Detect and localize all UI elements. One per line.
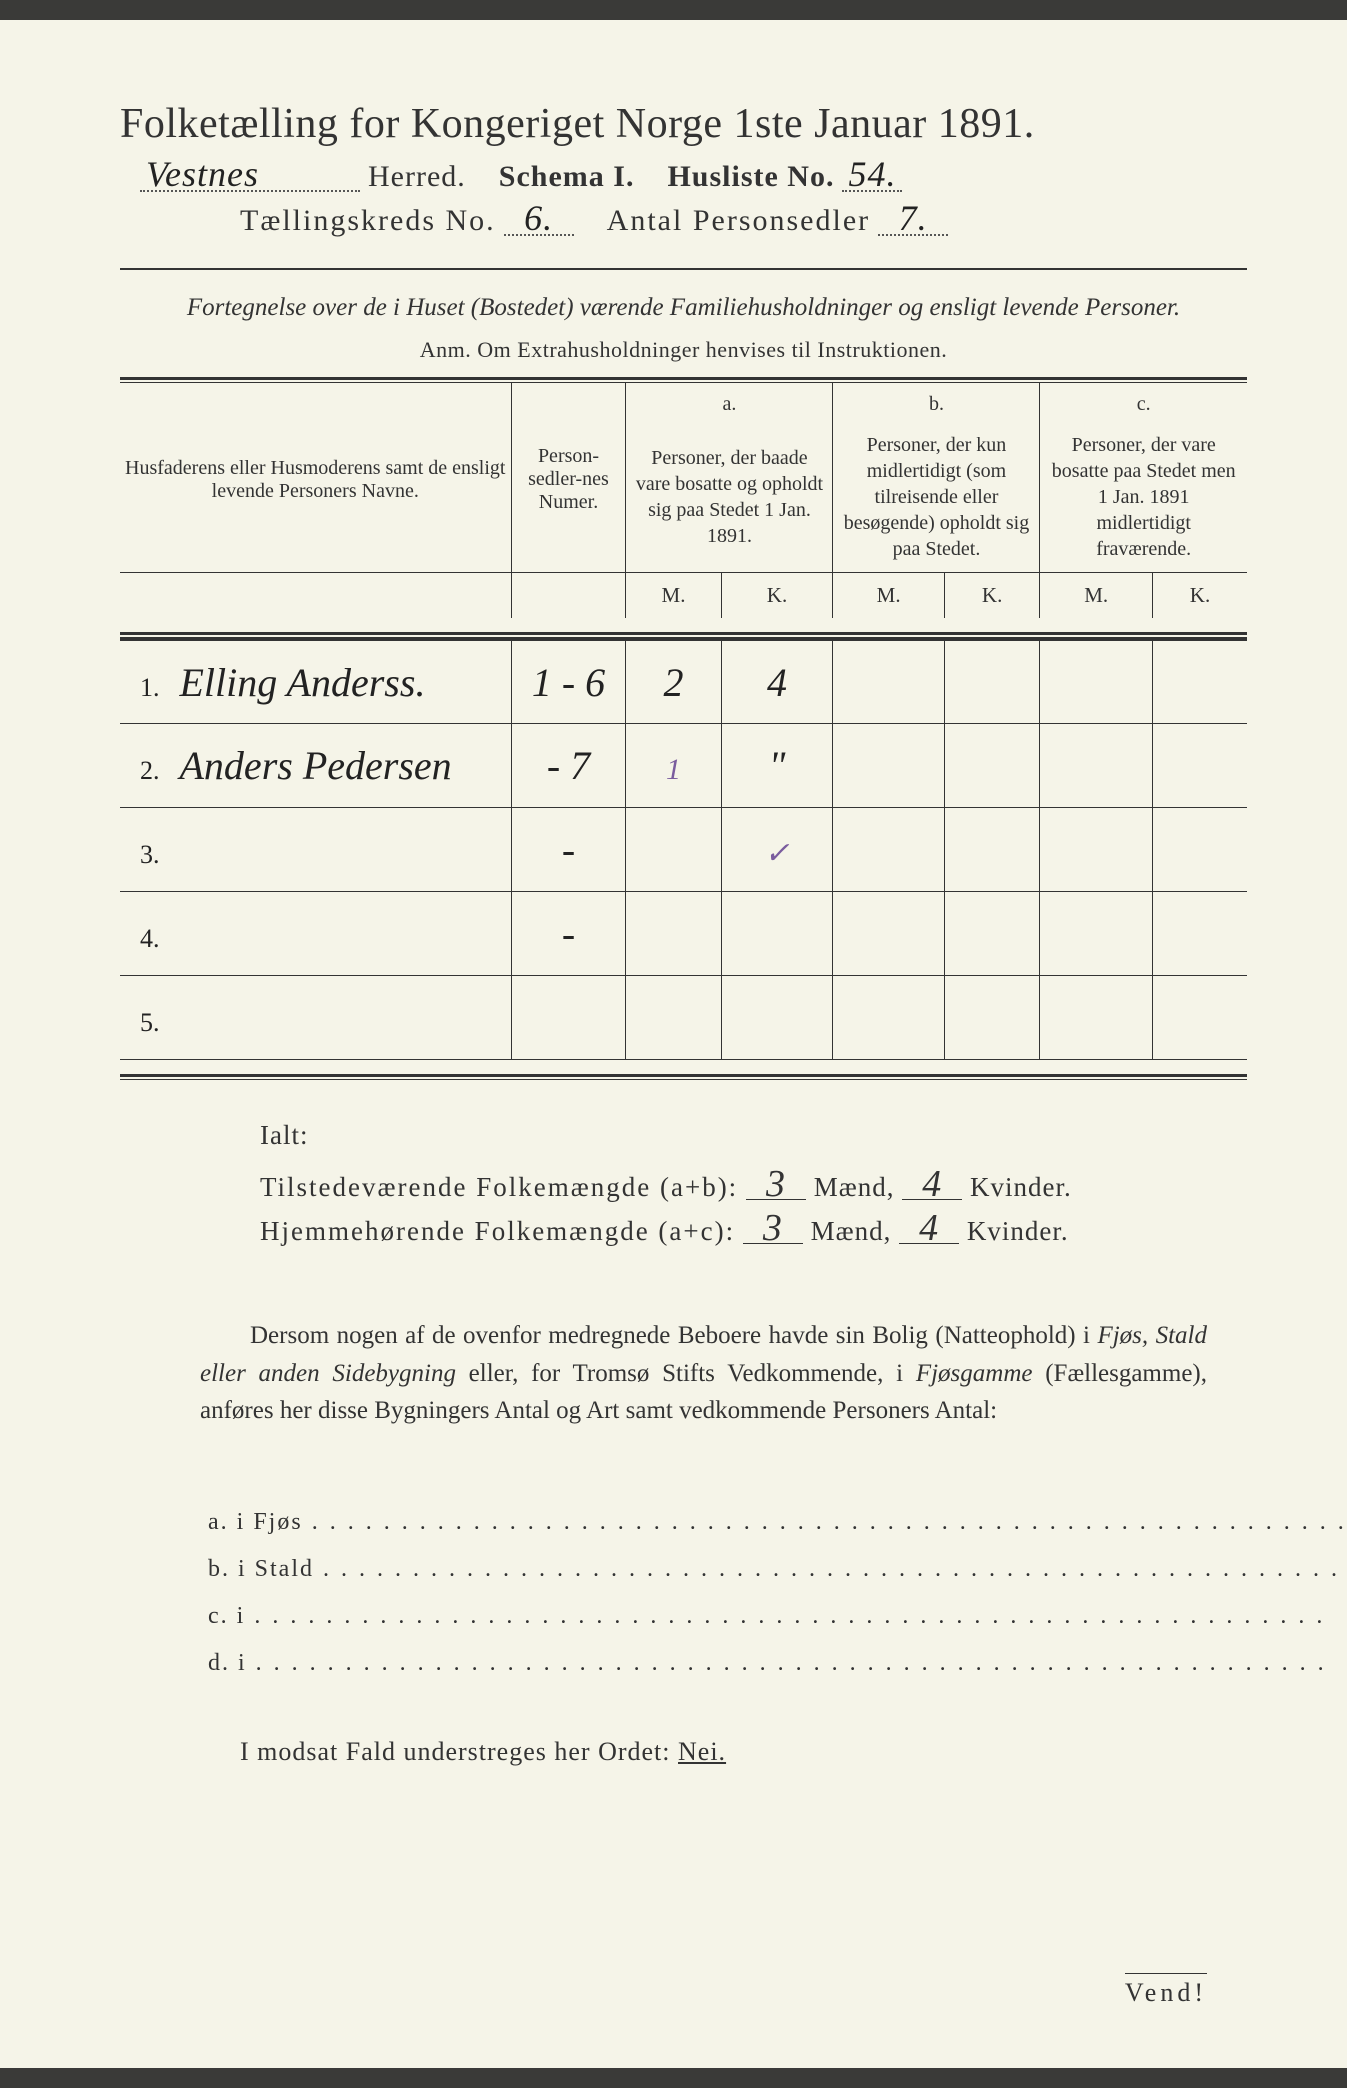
table-top-rule — [120, 377, 1247, 383]
table-row: 2.Anders Pedersen - 7 1 " — [120, 724, 1247, 808]
kreds-label: Tællingskreds No. — [240, 204, 496, 238]
outbuilding-table: Mænd. Kvinder. a. i Fjøs b. i Stald c. i… — [200, 1460, 1347, 1688]
page-title: Folketælling for Kongeriget Norge 1ste J… — [120, 100, 1247, 148]
kreds-value: 6. — [504, 202, 574, 236]
col-names-header: Husfaderens eller Husmoderens samt de en… — [120, 383, 511, 573]
col-a-k: K. — [721, 573, 833, 619]
nei-line: I modsat Fald understreges her Ordet: Ne… — [240, 1737, 1247, 1767]
col-b-m: M. — [833, 573, 944, 619]
divider — [120, 268, 1247, 270]
col-c-k: K. — [1152, 573, 1247, 619]
totals-block: Ialt: Tilstedeværende Folkemængde (a+b):… — [260, 1120, 1247, 1247]
table-row: 5. — [120, 976, 1247, 1060]
col-a-label: a. — [626, 383, 833, 422]
outbuilding-row: a. i Fjøs — [200, 1499, 1347, 1546]
col-a-desc: Personer, der baade vare bosatte og opho… — [626, 422, 833, 573]
table-bottom-rule — [120, 1074, 1247, 1080]
table-row: 1.Elling Anderss. 1 - 6 2 4 — [120, 640, 1247, 724]
herred-label: Herred. — [368, 160, 466, 194]
header-line-2: Tællingskreds No. 6. Antal Personsedler … — [240, 202, 1247, 238]
col-a-m: M. — [626, 573, 721, 619]
turn-over-label: Vend! — [1125, 1973, 1207, 2008]
outbuilding-row: d. i — [200, 1640, 1347, 1687]
total-resident: Hjemmehørende Folkemængde (a+c): 3 Mænd,… — [260, 1213, 1247, 1247]
outbuilding-row: c. i — [200, 1593, 1347, 1640]
husliste-value: 54. — [842, 158, 902, 192]
form-subtitle: Fortegnelse over de i Huset (Bostedet) v… — [180, 290, 1187, 325]
col-b-k: K. — [944, 573, 1040, 619]
outbuilding-row: b. i Stald — [200, 1546, 1347, 1593]
schema-label: Schema I. — [499, 160, 635, 194]
husliste-label: Husliste No. — [667, 160, 834, 194]
antal-label: Antal Personsedler — [607, 204, 870, 238]
col-number-header: Person-sedler-nes Numer. — [511, 383, 626, 573]
nei-word: Nei. — [678, 1737, 726, 1766]
outbuilding-paragraph: Dersom nogen af de ovenfor medregnede Be… — [200, 1317, 1207, 1430]
col-c-label: c. — [1040, 383, 1247, 422]
census-form-page: Folketælling for Kongeriget Norge 1ste J… — [0, 20, 1347, 2068]
census-table-body: 1.Elling Anderss. 1 - 6 2 4 2.Anders Ped… — [120, 640, 1247, 1060]
col-b-desc: Personer, der kun midlertidigt (som tilr… — [833, 422, 1040, 573]
col-c-m: M. — [1040, 573, 1153, 619]
ialt-label: Ialt: — [260, 1120, 1247, 1151]
herred-value: Vestnes — [140, 158, 360, 192]
census-table: Husfaderens eller Husmoderens samt de en… — [120, 383, 1247, 1060]
antal-value: 7. — [878, 202, 948, 236]
form-note: Anm. Om Extrahusholdninger henvises til … — [120, 337, 1247, 363]
table-row: 4. - — [120, 892, 1247, 976]
col-b-label: b. — [833, 383, 1040, 422]
table-row: 3. - ✓ — [120, 808, 1247, 892]
header-line-1: Vestnes Herred. Schema I. Husliste No. 5… — [140, 158, 1247, 194]
total-present: Tilstedeværende Folkemængde (a+b): 3 Mæn… — [260, 1169, 1247, 1203]
col-c-desc: Personer, der vare bosatte paa Stedet me… — [1040, 422, 1247, 573]
